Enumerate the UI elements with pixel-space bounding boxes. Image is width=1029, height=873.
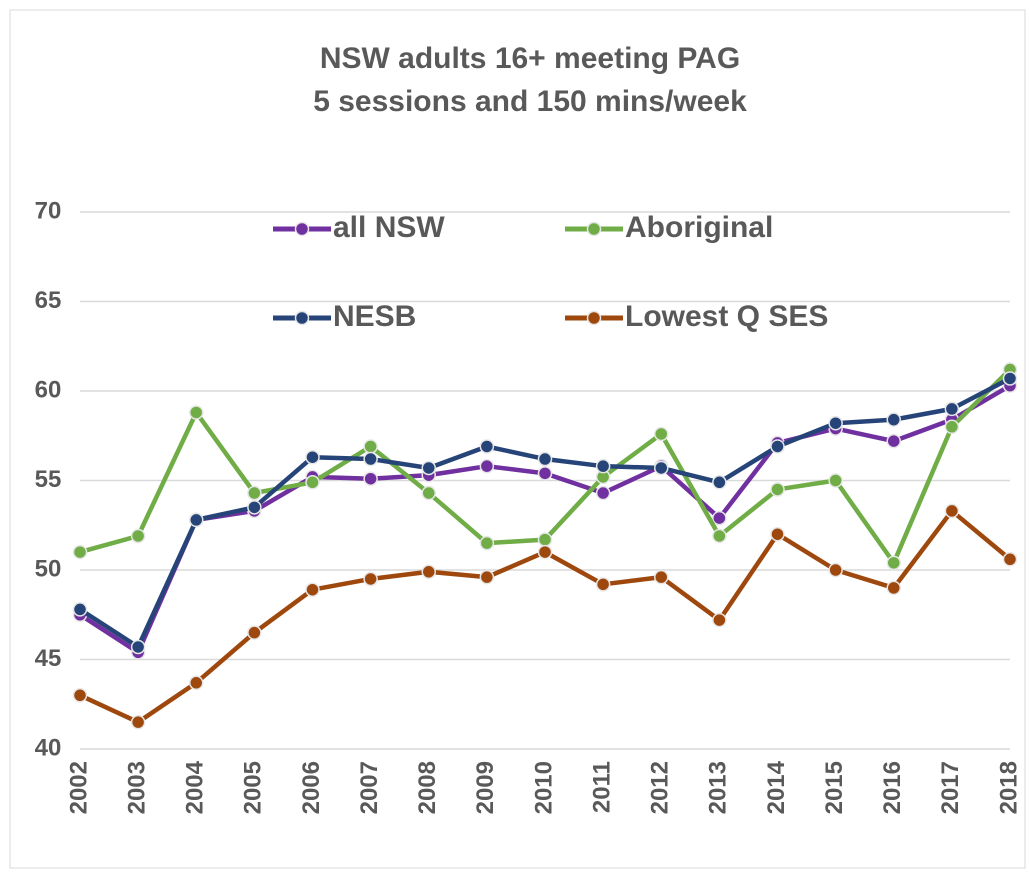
data-point	[72, 688, 88, 703]
x-tick-label: 2003	[123, 761, 150, 814]
y-tick-label: 40	[35, 734, 62, 761]
data-point	[886, 412, 901, 427]
data-point	[770, 439, 785, 454]
x-tick-label: 2015	[821, 761, 848, 814]
data-point	[247, 500, 262, 515]
x-tick-label: 2017	[937, 761, 964, 814]
x-tick-label: 2016	[879, 761, 906, 814]
data-point	[305, 475, 320, 490]
legend-marker	[294, 310, 310, 326]
x-tick-label: 2007	[356, 761, 383, 814]
x-tick-label: 2014	[763, 760, 790, 814]
data-point	[130, 528, 146, 544]
legend-marker	[586, 310, 602, 326]
data-point	[247, 485, 262, 501]
data-point	[479, 458, 495, 474]
data-point	[363, 471, 378, 486]
data-point	[1002, 371, 1018, 386]
data-point	[189, 405, 204, 420]
y-tick-label: 55	[35, 466, 62, 493]
x-tick-label: 2012	[647, 761, 674, 814]
data-point	[944, 401, 960, 417]
data-point	[1002, 552, 1018, 567]
chart-title: NSW adults 16+ meeting PAG	[320, 42, 740, 75]
legend-label: NESB	[333, 300, 416, 333]
data-point	[421, 485, 436, 501]
data-point	[363, 439, 378, 454]
y-tick-label: 50	[35, 555, 62, 582]
x-tick-label: 2002	[65, 761, 92, 814]
legend-label: Aboriginal	[625, 211, 773, 244]
data-point	[712, 475, 727, 490]
data-point	[72, 544, 88, 560]
data-point	[712, 510, 727, 526]
data-point	[363, 451, 378, 467]
data-point	[479, 535, 495, 551]
data-point	[305, 449, 320, 465]
data-point	[712, 612, 727, 628]
x-tick-label: 2005	[240, 761, 267, 814]
data-point	[654, 569, 669, 585]
data-point	[886, 580, 901, 596]
data-point	[537, 466, 553, 481]
data-point	[828, 415, 843, 431]
y-tick-label: 45	[35, 645, 62, 672]
legend-marker	[294, 221, 310, 237]
data-point	[479, 439, 495, 454]
data-point	[770, 482, 785, 497]
data-point	[130, 639, 146, 655]
data-point	[595, 485, 611, 501]
data-point	[828, 473, 843, 488]
data-point	[595, 577, 611, 592]
data-point	[189, 675, 204, 691]
data-point	[305, 582, 320, 597]
data-point	[537, 544, 553, 560]
data-point	[828, 562, 843, 578]
x-tick-label: 2006	[298, 761, 325, 814]
y-tick-label: 70	[35, 197, 62, 224]
x-tick-label: 2004	[182, 760, 209, 814]
chart-border	[9, 9, 1026, 869]
x-tick-label: 2011	[588, 761, 615, 813]
data-point	[712, 528, 727, 544]
y-tick-label: 60	[35, 376, 62, 403]
data-point	[654, 426, 669, 442]
data-point	[944, 419, 960, 435]
x-tick-label: 2018	[995, 761, 1022, 814]
x-tick-label: 2013	[705, 761, 732, 814]
data-point	[189, 512, 204, 528]
data-point	[247, 625, 262, 640]
y-tick-label: 65	[35, 287, 62, 314]
data-point	[654, 460, 669, 476]
legend-label: Lowest Q SES	[625, 300, 828, 333]
legend-label: all NSW	[333, 211, 445, 244]
data-point	[537, 532, 553, 547]
data-point	[770, 526, 785, 542]
legend-marker	[586, 221, 602, 237]
data-point	[886, 555, 901, 571]
data-point	[421, 564, 436, 580]
data-point	[421, 460, 436, 476]
x-tick-label: 2009	[472, 761, 499, 814]
data-point	[886, 433, 901, 449]
data-point	[72, 602, 88, 617]
data-point	[130, 714, 146, 730]
data-point	[944, 503, 960, 519]
data-point	[479, 569, 495, 585]
data-point	[595, 458, 611, 474]
chart-subtitle: 5 sessions and 150 mins/week	[313, 85, 747, 118]
data-point	[537, 451, 553, 467]
x-tick-label: 2010	[530, 761, 557, 814]
x-tick-label: 2008	[414, 761, 441, 814]
data-point	[363, 571, 378, 587]
